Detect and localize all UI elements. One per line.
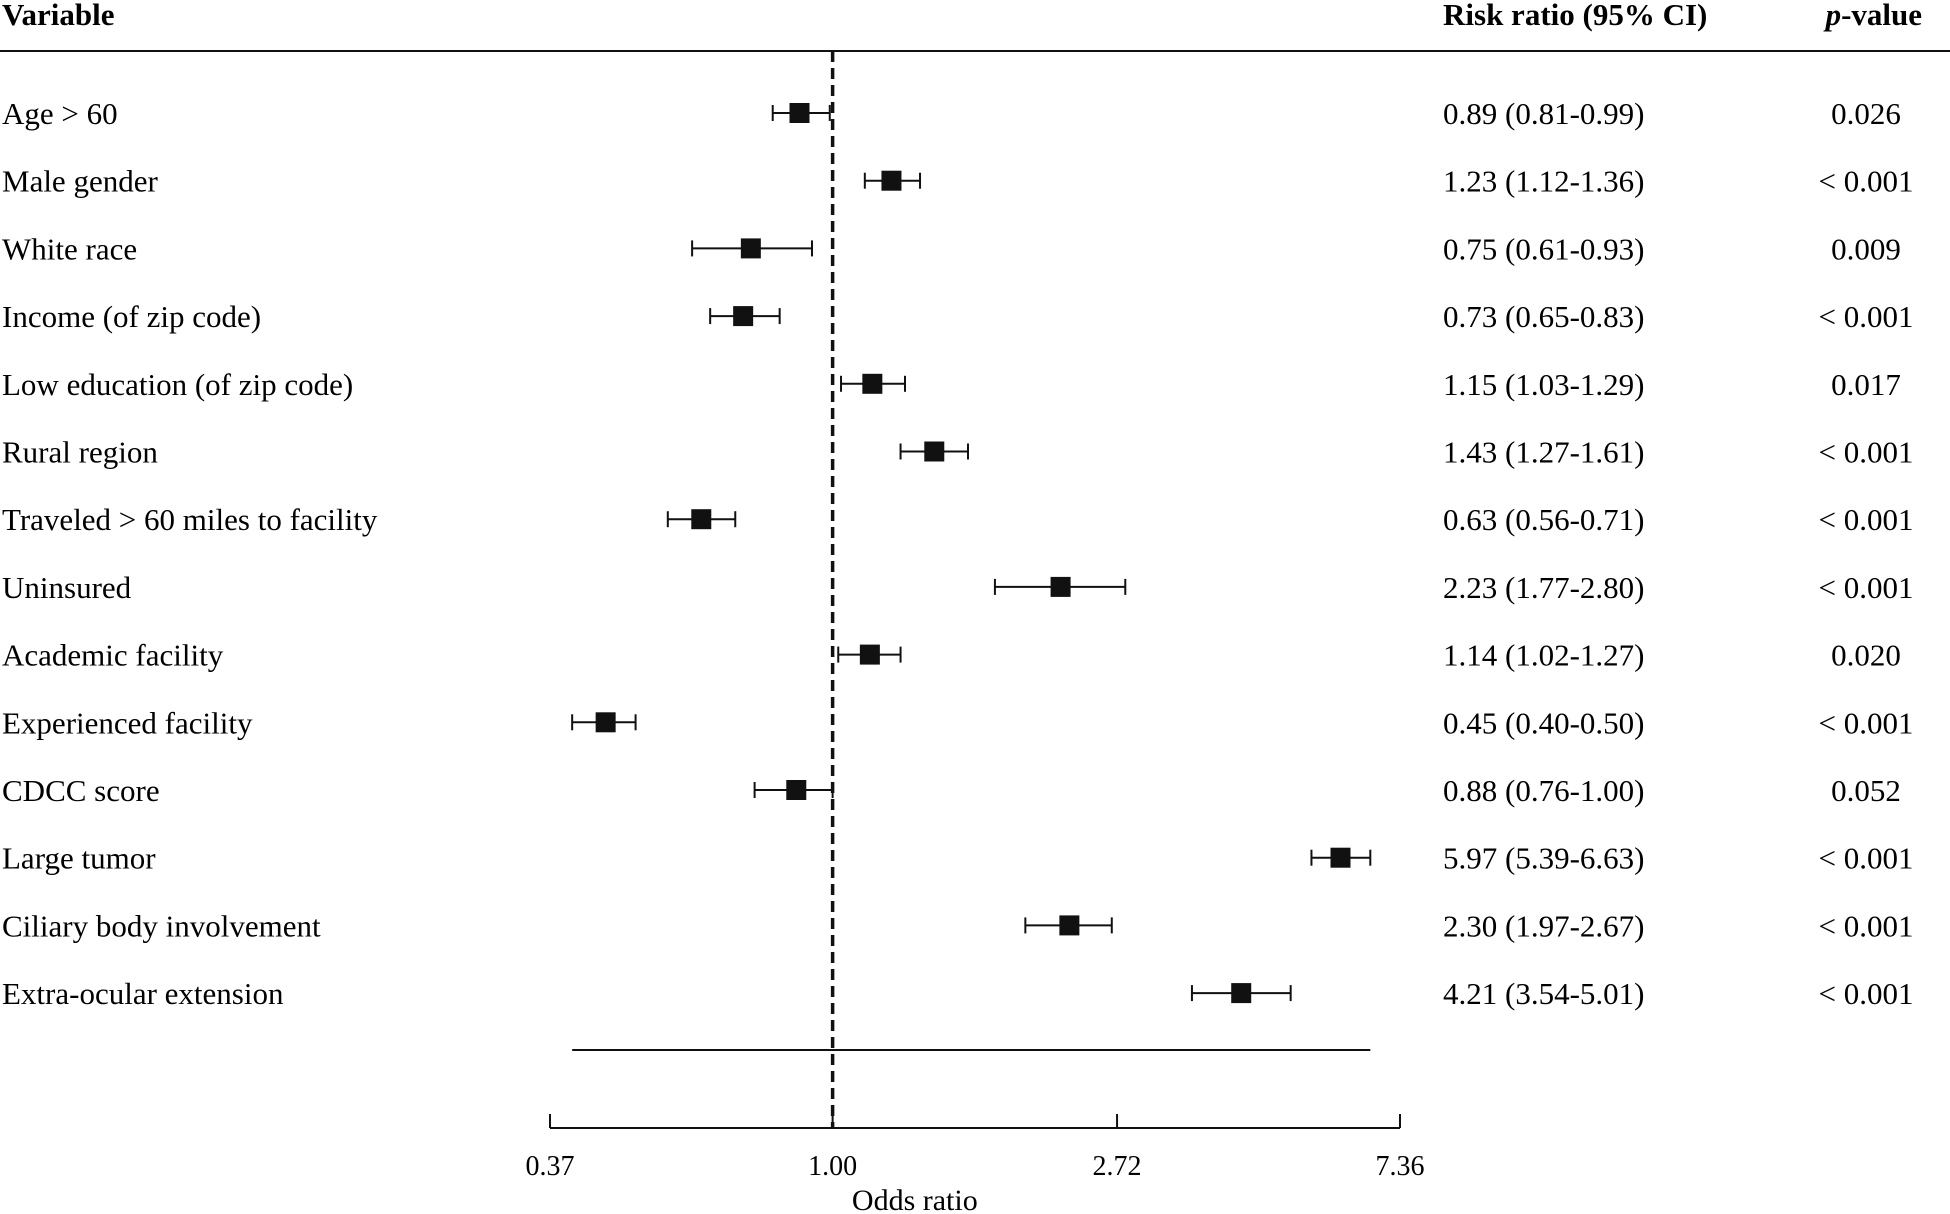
row-ci-text: 0.89 (0.81-0.99): [1443, 96, 1644, 131]
header-p-value: p-value: [1823, 0, 1922, 32]
row-ci-text: 0.63 (0.56-0.71): [1443, 502, 1644, 537]
estimate-marker: [595, 712, 616, 733]
row-ci-text: 4.21 (3.54-5.01): [1443, 976, 1644, 1011]
row-p-value: < 0.001: [1819, 164, 1914, 199]
row-ci-text: 1.23 (1.12-1.36): [1443, 164, 1644, 199]
row-ci-text: 0.45 (0.40-0.50): [1443, 705, 1644, 740]
x-axis: 0.37 1.00 2.72 7.36 Odds ratio: [526, 1114, 1425, 1214]
estimate-marker: [740, 238, 761, 259]
row-variable-label: Age > 60: [2, 96, 118, 131]
x-tick-label: 1.00: [808, 1151, 857, 1182]
estimate-marker: [881, 170, 902, 191]
x-axis-title: Odds ratio: [852, 1184, 978, 1214]
row-ci-text: 1.43 (1.27-1.61): [1443, 435, 1644, 470]
estimate-marker: [859, 644, 880, 665]
estimate-marker: [1059, 915, 1080, 936]
row-p-value: 0.020: [1831, 638, 1901, 673]
x-tick-label: 7.36: [1376, 1151, 1425, 1182]
estimate-marker: [1330, 847, 1351, 868]
marks-layer: [571, 51, 1372, 1128]
row-ci-text: 0.88 (0.76-1.00): [1443, 773, 1644, 808]
row-variable-label: Large tumor: [2, 841, 156, 876]
estimate-marker: [786, 780, 807, 800]
row-p-value: 0.017: [1831, 367, 1901, 402]
row-variable-label: Male gender: [2, 164, 158, 199]
estimate-marker: [691, 509, 712, 530]
row-ci-text: 1.14 (1.02-1.27): [1443, 638, 1644, 673]
row-p-value: < 0.001: [1819, 908, 1914, 943]
row-ci-text: 0.75 (0.61-0.93): [1443, 231, 1644, 266]
row-variable-label: Traveled > 60 miles to facility: [2, 502, 378, 537]
header-p-italic: p: [1823, 0, 1842, 32]
row-variable-label: Extra-ocular extension: [2, 976, 284, 1011]
row-ci-text: 5.97 (5.39-6.63): [1443, 841, 1644, 876]
header-risk-ratio: Risk ratio (95% CI): [1443, 0, 1707, 32]
row-variable-label: Low education (of zip code): [2, 367, 353, 402]
row-ci-text: 1.15 (1.03-1.29): [1443, 367, 1644, 402]
row-p-value: < 0.001: [1819, 502, 1914, 537]
x-tick-label: 0.37: [526, 1151, 575, 1182]
row-p-value: < 0.001: [1819, 435, 1914, 470]
row-p-value: < 0.001: [1819, 705, 1914, 740]
row-ci-text: 0.73 (0.65-0.83): [1443, 299, 1644, 334]
row-variable-label: Experienced facility: [2, 705, 253, 740]
row-ci-text: 2.30 (1.97-2.67): [1443, 908, 1644, 943]
estimate-marker: [789, 103, 810, 123]
row-variable-label: Income (of zip code): [2, 299, 261, 334]
rows-layer: Age > 60 0.89 (0.81-0.99) 0.026 Male gender…: [2, 96, 1913, 1011]
row-variable-label: White race: [2, 231, 137, 266]
row-variable-label: Academic facility: [2, 638, 224, 673]
estimate-marker: [924, 441, 945, 462]
x-tick-label: 2.72: [1093, 1151, 1142, 1182]
estimate-marker: [733, 306, 754, 327]
row-p-value: 0.052: [1831, 773, 1901, 808]
row-variable-label: CDCC score: [2, 773, 160, 808]
row-p-value: 0.009: [1831, 231, 1901, 266]
row-p-value: < 0.001: [1819, 976, 1914, 1011]
row-p-value: 0.026: [1831, 96, 1901, 131]
row-variable-label: Ciliary body involvement: [2, 908, 321, 943]
row-variable-label: Uninsured: [2, 570, 132, 605]
estimate-marker: [1050, 576, 1071, 597]
header-p-rest: -value: [1841, 0, 1922, 32]
header-variable: Variable: [2, 0, 115, 32]
row-p-value: < 0.001: [1819, 570, 1914, 605]
row-p-value: < 0.001: [1819, 299, 1914, 334]
row-variable-label: Rural region: [2, 435, 158, 470]
row-p-value: < 0.001: [1819, 841, 1914, 876]
estimate-marker: [862, 373, 883, 394]
row-ci-text: 2.23 (1.77-2.80): [1443, 570, 1644, 605]
estimate-marker: [1231, 983, 1252, 1004]
